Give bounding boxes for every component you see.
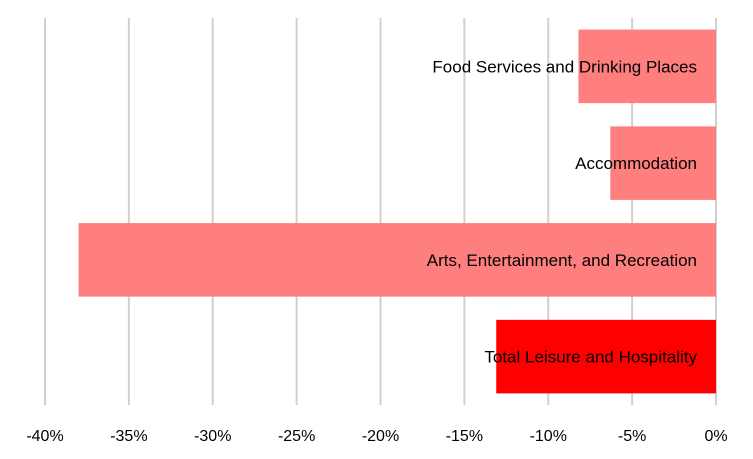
category-label: Total Leisure and Hospitality bbox=[484, 348, 697, 367]
bar bbox=[578, 29, 716, 104]
category-labels: Food Services and Drinking Places Accommo… bbox=[427, 57, 698, 366]
category-label: Arts, Entertainment, and Recreation bbox=[427, 251, 697, 270]
bar bbox=[496, 319, 716, 394]
x-axis-tick-labels: -40% -35% -30% -25% -20% -15% -10% -5% 0% bbox=[26, 428, 727, 445]
bar bbox=[78, 223, 717, 297]
grid-lines bbox=[44, 18, 717, 405]
x-tick-label: -40% bbox=[26, 428, 63, 445]
x-tick-label: -35% bbox=[110, 428, 147, 445]
x-tick-label: -20% bbox=[362, 428, 399, 445]
category-label: Food Services and Drinking Places bbox=[432, 57, 697, 76]
bar bbox=[610, 126, 716, 200]
x-tick-label: -15% bbox=[446, 428, 483, 445]
x-tick-label: -5% bbox=[618, 428, 646, 445]
x-tick-label: -25% bbox=[278, 428, 315, 445]
bars bbox=[78, 29, 717, 394]
x-tick-label: -10% bbox=[530, 428, 567, 445]
x-tick-label: 0% bbox=[704, 428, 727, 445]
category-label: Accommodation bbox=[575, 154, 697, 173]
x-tick-label: -30% bbox=[194, 428, 231, 445]
